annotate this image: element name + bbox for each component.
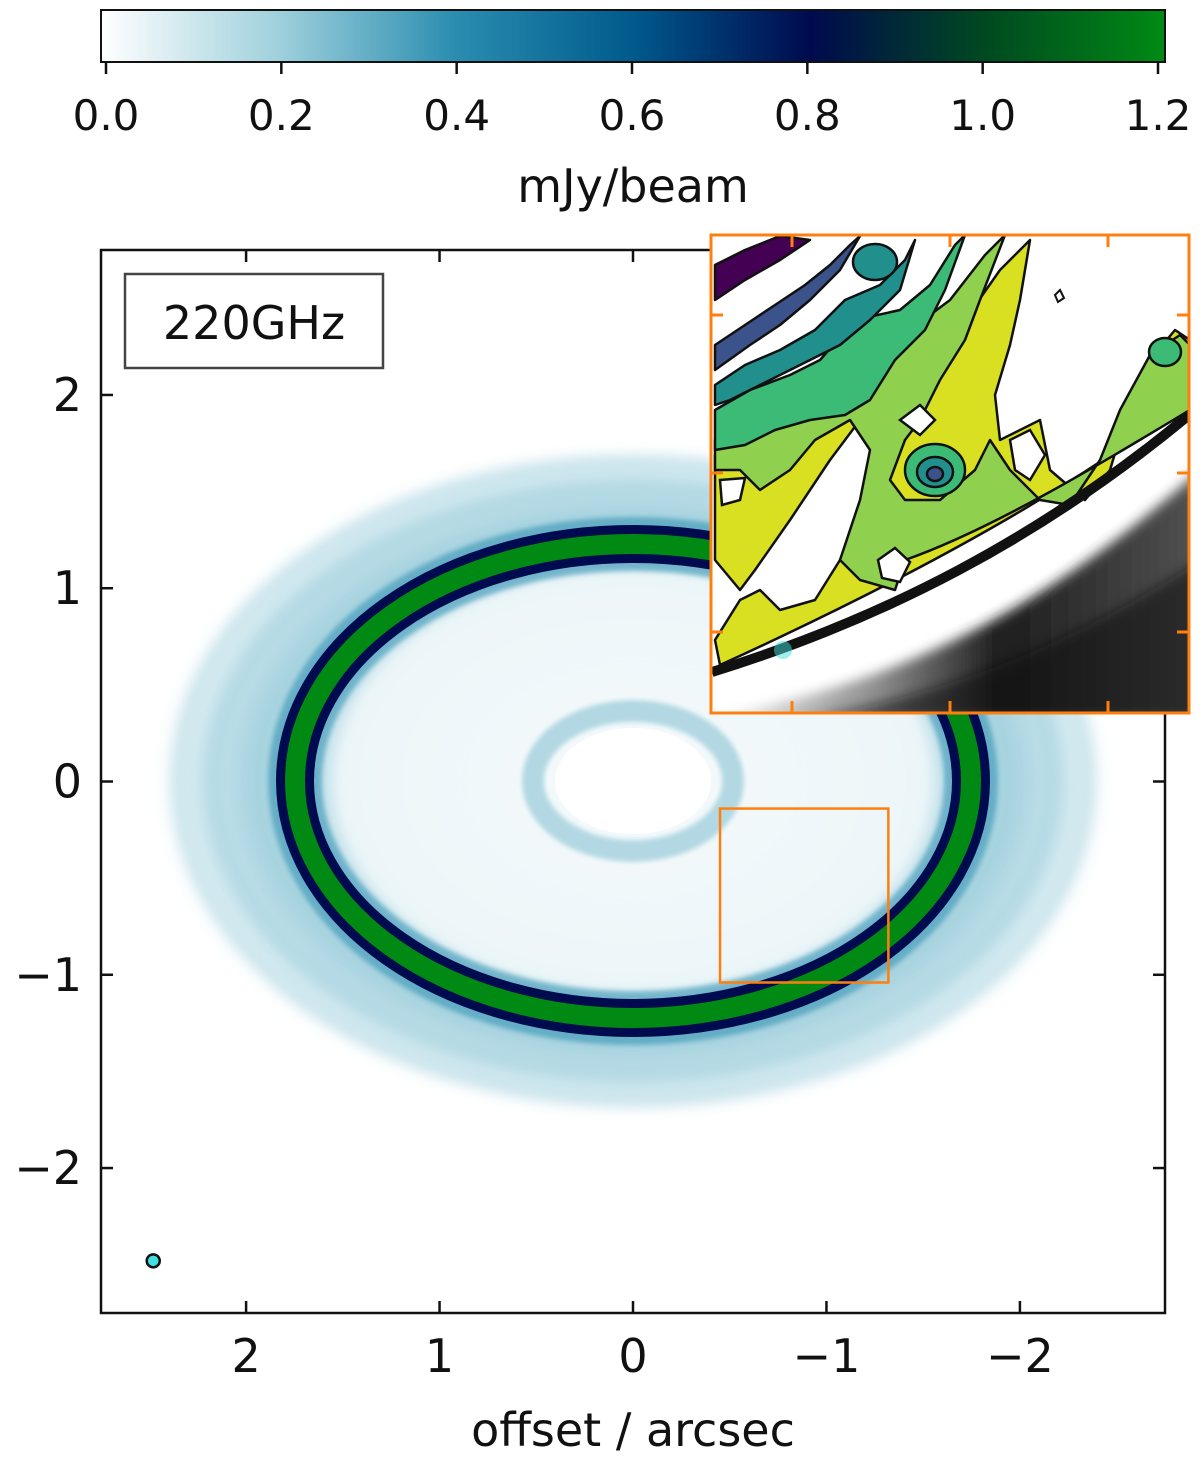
colorbar-tick-label: 1.2 <box>1125 91 1192 140</box>
y-tick-label: 1 <box>53 561 82 615</box>
inset-contour-blue <box>713 238 917 407</box>
inset-peak-inner <box>925 465 945 483</box>
y-tick-label: 2 <box>53 368 82 422</box>
colorbar: 0.0 0.2 0.4 0.6 0.8 1.0 1.2 mJy/beam <box>73 9 1192 213</box>
inset-ticks <box>711 235 1189 713</box>
inset-peak-top <box>851 242 899 282</box>
inset-ring-band-core <box>833 567 1189 713</box>
inset-hole-3 <box>1008 428 1047 482</box>
x-axis-label: offset / arcsec <box>471 1403 795 1457</box>
bright-ring-core <box>285 534 981 1028</box>
x-tick-label: 0 <box>618 1329 647 1383</box>
halo-band-2 <box>171 456 1095 1106</box>
inset-peak-right <box>1147 336 1183 368</box>
zoom-region-box <box>718 807 890 984</box>
inset-contour-purple <box>713 235 812 302</box>
colorbar-tick-label: 0.6 <box>599 91 666 140</box>
colorbar-ticks: 0.0 0.2 0.4 0.6 0.8 1.0 1.2 <box>73 62 1192 140</box>
inner-ring <box>522 700 744 862</box>
y-axis: 2 1 0 −1 −2 <box>14 368 1165 1195</box>
x-tick-label: −2 <box>986 1329 1054 1383</box>
inset-beam-marker <box>774 641 792 659</box>
colorbar-tick-label: 0.4 <box>423 91 490 140</box>
x-tick-label: 1 <box>425 1329 454 1383</box>
colorbar-tick-label: 1.0 <box>949 91 1016 140</box>
colorbar-tick-label: 0.2 <box>248 91 315 140</box>
colorbar-label: mJy/beam <box>517 159 749 213</box>
inset-hole-1 <box>897 403 937 437</box>
colorbar-gradient <box>100 9 1166 63</box>
inset-hole-5 <box>1053 288 1066 304</box>
y-tick-label: 0 <box>53 755 82 809</box>
colorbar-tick-label: 0.8 <box>774 91 841 140</box>
frequency-label: 220GHz <box>163 296 345 350</box>
inset-hole-4 <box>718 476 747 507</box>
x-tick-label: 2 <box>231 1329 260 1383</box>
frequency-label-box: 220GHz <box>123 272 385 370</box>
beam-marker <box>145 1253 161 1269</box>
inset-hole-2 <box>876 546 912 584</box>
y-tick-label: −2 <box>14 1141 82 1195</box>
x-axis: 2 1 0 −1 −2 <box>231 250 1054 1383</box>
x-tick-label: −1 <box>793 1329 861 1383</box>
inset-panel <box>709 233 1191 715</box>
main-panel: 220GHz 2 1 0 −1 −2 2 1 0 −1 −2 offset / arcsec <box>14 248 1167 1457</box>
halo-band-1 <box>204 480 1062 1082</box>
central-cavity <box>555 728 711 834</box>
y-tick-label: −1 <box>14 948 82 1002</box>
colorbar-tick-label: 0.0 <box>73 91 140 140</box>
